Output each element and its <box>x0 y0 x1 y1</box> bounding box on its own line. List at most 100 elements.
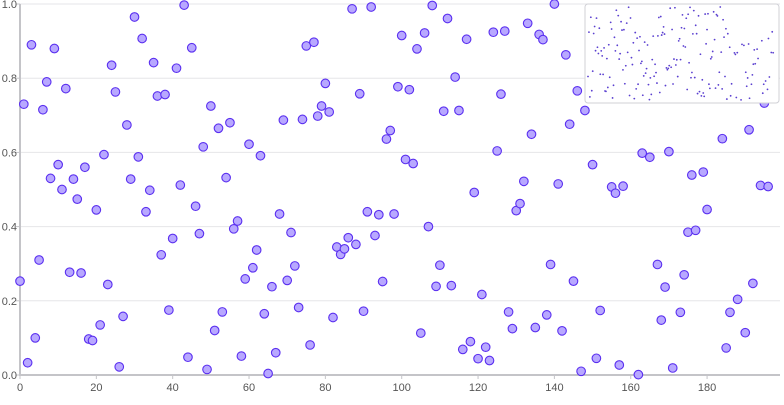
data-point[interactable] <box>53 159 64 170</box>
data-point[interactable] <box>209 325 220 336</box>
data-point[interactable] <box>18 99 29 110</box>
data-point[interactable] <box>247 262 258 273</box>
data-point[interactable] <box>576 366 586 377</box>
data-point[interactable] <box>725 307 735 318</box>
data-point[interactable] <box>496 89 506 100</box>
data-point[interactable] <box>438 106 449 117</box>
data-point[interactable] <box>408 158 419 169</box>
data-point[interactable] <box>160 89 170 100</box>
data-point[interactable] <box>748 278 758 289</box>
data-point[interactable] <box>213 123 224 134</box>
data-point[interactable] <box>381 134 392 144</box>
data-point[interactable] <box>141 206 151 217</box>
data-point[interactable] <box>198 141 209 152</box>
data-point[interactable] <box>560 49 571 60</box>
data-point[interactable] <box>446 280 457 291</box>
data-point[interactable] <box>15 276 25 286</box>
data-point[interactable] <box>99 149 109 160</box>
data-point[interactable] <box>286 227 296 238</box>
data-point[interactable] <box>591 353 602 364</box>
data-point[interactable] <box>492 146 502 156</box>
data-point[interactable] <box>278 115 289 125</box>
data-point[interactable] <box>679 269 690 280</box>
data-point[interactable] <box>60 83 71 94</box>
data-point[interactable] <box>217 307 228 317</box>
data-point[interactable] <box>385 125 396 136</box>
data-point[interactable] <box>270 347 281 358</box>
data-point[interactable] <box>614 360 625 370</box>
data-point[interactable] <box>393 81 403 92</box>
data-point[interactable] <box>293 302 304 313</box>
data-point[interactable] <box>557 326 567 336</box>
data-point[interactable] <box>484 355 495 366</box>
data-point[interactable] <box>686 170 697 180</box>
data-point[interactable] <box>664 146 674 157</box>
data-point[interactable] <box>568 276 579 286</box>
data-point[interactable] <box>57 184 67 195</box>
data-point[interactable] <box>587 159 598 170</box>
data-point[interactable] <box>255 150 266 161</box>
data-point[interactable] <box>469 187 480 198</box>
data-point[interactable] <box>644 152 655 163</box>
data-point[interactable] <box>179 0 189 10</box>
data-point[interactable] <box>465 336 476 347</box>
minimap[interactable] <box>584 3 780 104</box>
data-point[interactable] <box>461 34 472 45</box>
data-point[interactable] <box>221 172 231 183</box>
data-point[interactable] <box>652 259 663 270</box>
data-point[interactable] <box>545 259 556 270</box>
data-point[interactable] <box>427 0 438 11</box>
data-point[interactable] <box>240 274 251 284</box>
data-point[interactable] <box>64 267 75 278</box>
data-point[interactable] <box>80 162 90 173</box>
data-point[interactable] <box>454 105 464 116</box>
data-point[interactable] <box>76 268 86 278</box>
data-point[interactable] <box>137 33 147 44</box>
data-point[interactable] <box>133 152 144 162</box>
data-point[interactable] <box>26 39 37 50</box>
data-point[interactable] <box>698 167 709 177</box>
data-point[interactable] <box>457 344 468 355</box>
data-point[interactable] <box>186 42 197 53</box>
data-point[interactable] <box>34 255 44 265</box>
data-point[interactable] <box>702 204 712 215</box>
data-point[interactable] <box>660 282 670 292</box>
data-point[interactable] <box>91 205 102 215</box>
data-point[interactable] <box>580 105 590 116</box>
data-point[interactable] <box>400 154 411 165</box>
data-point[interactable] <box>122 120 132 130</box>
data-point[interactable] <box>503 307 514 317</box>
data-point[interactable] <box>362 206 373 217</box>
data-point[interactable] <box>125 174 136 184</box>
data-point[interactable] <box>274 209 285 219</box>
data-point[interactable] <box>175 180 186 190</box>
data-point[interactable] <box>118 311 128 322</box>
data-point[interactable] <box>488 27 499 38</box>
data-point[interactable] <box>339 244 350 254</box>
data-point[interactable] <box>244 139 254 150</box>
data-point[interactable] <box>419 28 430 38</box>
data-point[interactable] <box>251 245 262 255</box>
data-point[interactable] <box>164 305 174 315</box>
data-point[interactable] <box>744 124 754 135</box>
data-point[interactable] <box>721 343 732 353</box>
data-point[interactable] <box>358 306 369 317</box>
data-point[interactable] <box>564 119 575 130</box>
data-point[interactable] <box>541 310 552 320</box>
data-point[interactable] <box>480 342 491 353</box>
data-point[interactable] <box>572 85 583 96</box>
data-point[interactable] <box>732 294 743 305</box>
data-point[interactable] <box>72 194 83 204</box>
data-point[interactable] <box>190 201 201 212</box>
data-point[interactable] <box>228 223 239 234</box>
data-point[interactable] <box>68 174 79 184</box>
data-point[interactable] <box>316 101 327 111</box>
data-point[interactable] <box>312 111 323 121</box>
data-point[interactable] <box>114 361 125 372</box>
data-point[interactable] <box>236 351 247 361</box>
data-point[interactable] <box>412 44 422 54</box>
data-point[interactable] <box>538 34 548 45</box>
data-point[interactable] <box>38 104 48 115</box>
data-point[interactable] <box>637 148 648 158</box>
data-point[interactable] <box>377 276 388 287</box>
